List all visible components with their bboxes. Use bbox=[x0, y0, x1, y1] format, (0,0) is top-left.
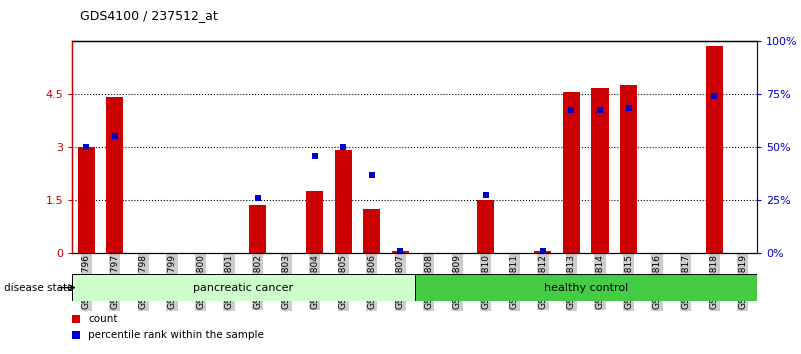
Bar bbox=[477, 200, 494, 253]
Text: count: count bbox=[88, 314, 118, 325]
Text: GDS4100 / 237512_at: GDS4100 / 237512_at bbox=[80, 9, 218, 22]
Bar bbox=[363, 209, 380, 253]
Bar bbox=[335, 150, 352, 253]
Bar bbox=[78, 147, 95, 253]
Bar bbox=[249, 205, 266, 253]
Bar bbox=[591, 88, 609, 253]
Bar bbox=[620, 85, 637, 253]
Bar bbox=[415, 274, 757, 301]
Text: pancreatic cancer: pancreatic cancer bbox=[193, 282, 293, 293]
Bar bbox=[706, 46, 723, 253]
Bar bbox=[392, 251, 409, 253]
Bar bbox=[563, 92, 580, 253]
Bar bbox=[107, 97, 123, 253]
Text: disease state: disease state bbox=[4, 282, 74, 293]
Bar bbox=[306, 191, 323, 253]
Bar bbox=[72, 274, 415, 301]
Bar bbox=[534, 251, 551, 253]
Text: percentile rank within the sample: percentile rank within the sample bbox=[88, 330, 264, 341]
Text: healthy control: healthy control bbox=[544, 282, 628, 293]
